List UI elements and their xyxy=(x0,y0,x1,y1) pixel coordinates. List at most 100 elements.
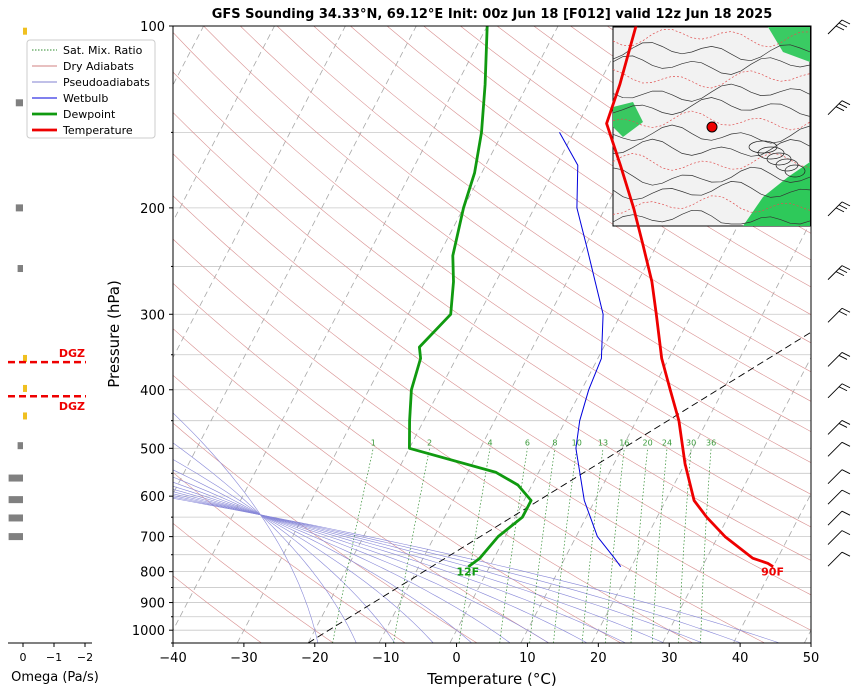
pseudoadiabat xyxy=(173,488,588,643)
wind-barb-flag xyxy=(838,423,848,428)
wind-barb-flag xyxy=(838,386,848,392)
legend-label: Pseudoadiabats xyxy=(63,76,150,89)
inset-contour xyxy=(766,152,792,166)
omega-bar xyxy=(15,204,23,212)
y-tick-label: 700 xyxy=(140,531,165,546)
y-tick-label: 200 xyxy=(140,202,165,217)
mixing-ratio-line xyxy=(678,448,692,643)
mixing-ratio-line xyxy=(458,448,491,643)
omega-bar xyxy=(8,496,23,504)
wind-barb xyxy=(827,383,851,399)
isotherm-line xyxy=(173,26,488,632)
wind-barb xyxy=(827,530,851,545)
dry-adiabat xyxy=(173,575,262,643)
inset-contour xyxy=(612,181,811,201)
mixing-ratio-label: 1 xyxy=(371,438,376,447)
y-axis-label: Pressure (hPa) xyxy=(105,280,123,388)
wind-barb xyxy=(827,352,851,367)
wind-barb-flag xyxy=(838,22,848,28)
wind-barb xyxy=(827,307,851,323)
wind-barb-staff xyxy=(827,383,843,399)
x-tick-label: 30 xyxy=(661,651,678,666)
legend-label: Wetbulb xyxy=(63,92,108,105)
omega-bar xyxy=(23,384,27,392)
profile-lines xyxy=(408,26,774,568)
dry-adiabat xyxy=(276,26,811,402)
wind-barb-staff xyxy=(827,469,843,485)
x-tick-label: −40 xyxy=(159,651,186,666)
mixing-ratio-line xyxy=(332,448,374,643)
omega-tick-label: −1 xyxy=(46,651,62,664)
wind-barbs xyxy=(827,19,851,567)
wind-barb xyxy=(827,469,851,485)
inset-contour xyxy=(612,97,811,117)
pseudoadiabat xyxy=(173,459,396,643)
pseudoadiabat xyxy=(173,491,626,643)
inset-contour xyxy=(612,195,811,215)
wind-barb xyxy=(827,201,851,217)
omega-bar xyxy=(8,474,23,482)
mixing-ratio-label: 24 xyxy=(662,438,672,447)
isotherm-line xyxy=(803,629,811,643)
inset-green-patch xyxy=(743,162,810,226)
mixing-ratio-line xyxy=(581,448,604,643)
dry-adiabat xyxy=(173,112,811,561)
pseudoadiabat xyxy=(173,442,357,643)
wind-barb-flag xyxy=(841,551,851,557)
wind-barb-staff xyxy=(827,352,843,367)
omega-panel: 0 −1 −2 DGZ DGZ xyxy=(8,27,93,664)
inset-contour xyxy=(612,209,811,225)
legend-box xyxy=(26,39,156,139)
wind-barb-staff xyxy=(827,201,843,217)
wind-barb-flag xyxy=(841,510,851,516)
omega-tick-label: 0 xyxy=(20,651,27,664)
x-tick-label: 50 xyxy=(803,651,820,666)
dry-adiabat xyxy=(173,472,406,643)
dgz-label: DGZ xyxy=(59,400,85,413)
inset-contour xyxy=(612,55,811,75)
wind-barb-flag xyxy=(841,265,851,271)
legend-label: Temperature xyxy=(62,124,133,137)
wind-barb-flag xyxy=(841,100,851,106)
mixing-ratio-label: 13 xyxy=(598,438,608,447)
omega-bar xyxy=(8,514,23,522)
x-tick-label: 20 xyxy=(590,651,607,666)
wind-barb-staff xyxy=(827,510,843,526)
dry-adiabat xyxy=(240,26,811,433)
isotherm-line xyxy=(733,493,811,643)
wind-barb-staff xyxy=(827,265,843,280)
x-tick-label: −20 xyxy=(301,651,328,666)
inset-contour xyxy=(748,140,778,154)
legend-label: Dry Adiabats xyxy=(63,60,134,73)
wind-barb-flag xyxy=(841,307,851,313)
wind-barb xyxy=(827,420,851,435)
isotherm-line xyxy=(449,26,772,643)
dry-adiabat xyxy=(173,153,811,596)
dry-adiabat xyxy=(173,374,550,643)
legend-label: Dewpoint xyxy=(63,108,116,121)
wind-barb-flag xyxy=(838,204,848,210)
series-temperature xyxy=(605,26,774,568)
inset-contour xyxy=(612,29,811,48)
wind-barb-flag xyxy=(838,268,848,274)
wind-barb-flag xyxy=(841,19,851,25)
wind-barb-flag xyxy=(838,310,848,316)
dry-adiabat xyxy=(203,26,811,463)
dry-adiabat xyxy=(350,26,811,344)
mixing-ratio-line xyxy=(630,448,648,643)
dry-adiabat xyxy=(173,328,622,643)
legend-label: Sat. Mix. Ratio xyxy=(63,44,143,57)
y-tick-label: 500 xyxy=(140,442,165,457)
dry-adiabat xyxy=(173,282,693,643)
dry-adiabat xyxy=(173,238,765,643)
x-tick-label: 10 xyxy=(519,651,536,666)
wind-barb-staff xyxy=(827,100,843,116)
dry-adiabat xyxy=(173,195,811,631)
omega-axis-label: Omega (Pa/s) xyxy=(11,670,99,685)
x-axis-label: Temperature (°C) xyxy=(426,670,556,688)
isotherm-line xyxy=(591,220,811,643)
dry-adiabat xyxy=(173,422,478,643)
x-tick-label: 0 xyxy=(452,651,460,666)
